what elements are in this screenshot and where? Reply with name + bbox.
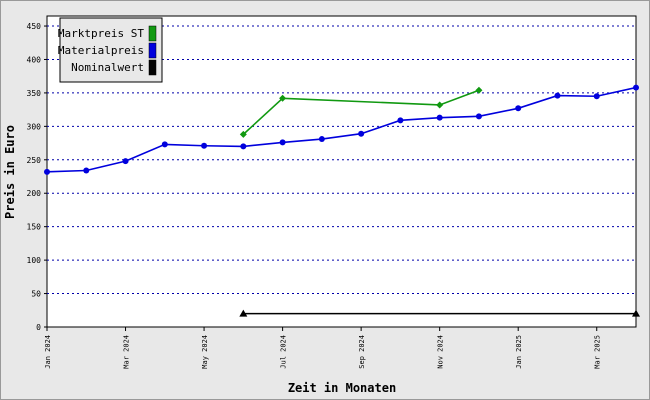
point bbox=[593, 93, 600, 100]
legend-label: Materialpreis bbox=[58, 44, 144, 57]
point bbox=[318, 136, 325, 143]
point bbox=[122, 158, 129, 165]
legend-box bbox=[59, 17, 163, 83]
x-tick-label: Sep 2024 bbox=[358, 335, 366, 369]
point bbox=[240, 143, 247, 150]
x-tick-label: Mar 2025 bbox=[594, 335, 602, 369]
point bbox=[475, 86, 483, 94]
y-tick-label: 450 bbox=[27, 22, 42, 31]
point bbox=[239, 130, 247, 138]
point bbox=[279, 94, 287, 102]
legend-swatch bbox=[148, 59, 157, 76]
y-tick-label: 100 bbox=[27, 256, 42, 265]
x-tick-label: May 2024 bbox=[201, 335, 209, 369]
y-axis-label: Preis in Euro bbox=[3, 125, 17, 219]
point bbox=[279, 139, 286, 146]
y-tick-label: 250 bbox=[27, 156, 42, 165]
point bbox=[239, 309, 248, 317]
x-tick-label: Jan 2024 bbox=[44, 335, 52, 369]
legend-label: Nominalwert bbox=[71, 61, 144, 74]
point bbox=[632, 309, 640, 317]
point bbox=[83, 167, 90, 174]
point bbox=[515, 105, 522, 112]
point bbox=[436, 114, 443, 121]
series-line bbox=[46, 86, 637, 173]
legend-swatch bbox=[148, 42, 157, 59]
point bbox=[161, 141, 168, 148]
y-tick-label: 350 bbox=[27, 89, 42, 98]
y-tick-label: 0 bbox=[36, 323, 41, 332]
y-tick-label: 300 bbox=[27, 122, 42, 131]
point bbox=[475, 113, 482, 120]
point bbox=[201, 142, 208, 149]
point bbox=[358, 130, 365, 137]
point bbox=[554, 92, 561, 99]
point bbox=[397, 117, 404, 124]
legend-label: Marktpreis ST bbox=[58, 27, 144, 40]
y-tick-label: 150 bbox=[27, 223, 42, 232]
x-tick-label: Jan 2025 bbox=[515, 335, 523, 369]
y-tick-label: 200 bbox=[27, 189, 42, 198]
x-tick-label: Nov 2024 bbox=[437, 335, 445, 369]
y-tick-label: 400 bbox=[27, 55, 42, 64]
x-axis-label: Zeit in Monaten bbox=[288, 381, 396, 395]
x-tick-label: Jul 2024 bbox=[280, 335, 288, 369]
x-tick-label: Mar 2024 bbox=[123, 335, 131, 369]
point bbox=[633, 84, 639, 91]
legend-swatch bbox=[148, 25, 157, 42]
point bbox=[436, 101, 444, 109]
y-tick-label: 50 bbox=[31, 290, 41, 299]
point bbox=[44, 168, 50, 175]
series-line bbox=[242, 89, 480, 135]
